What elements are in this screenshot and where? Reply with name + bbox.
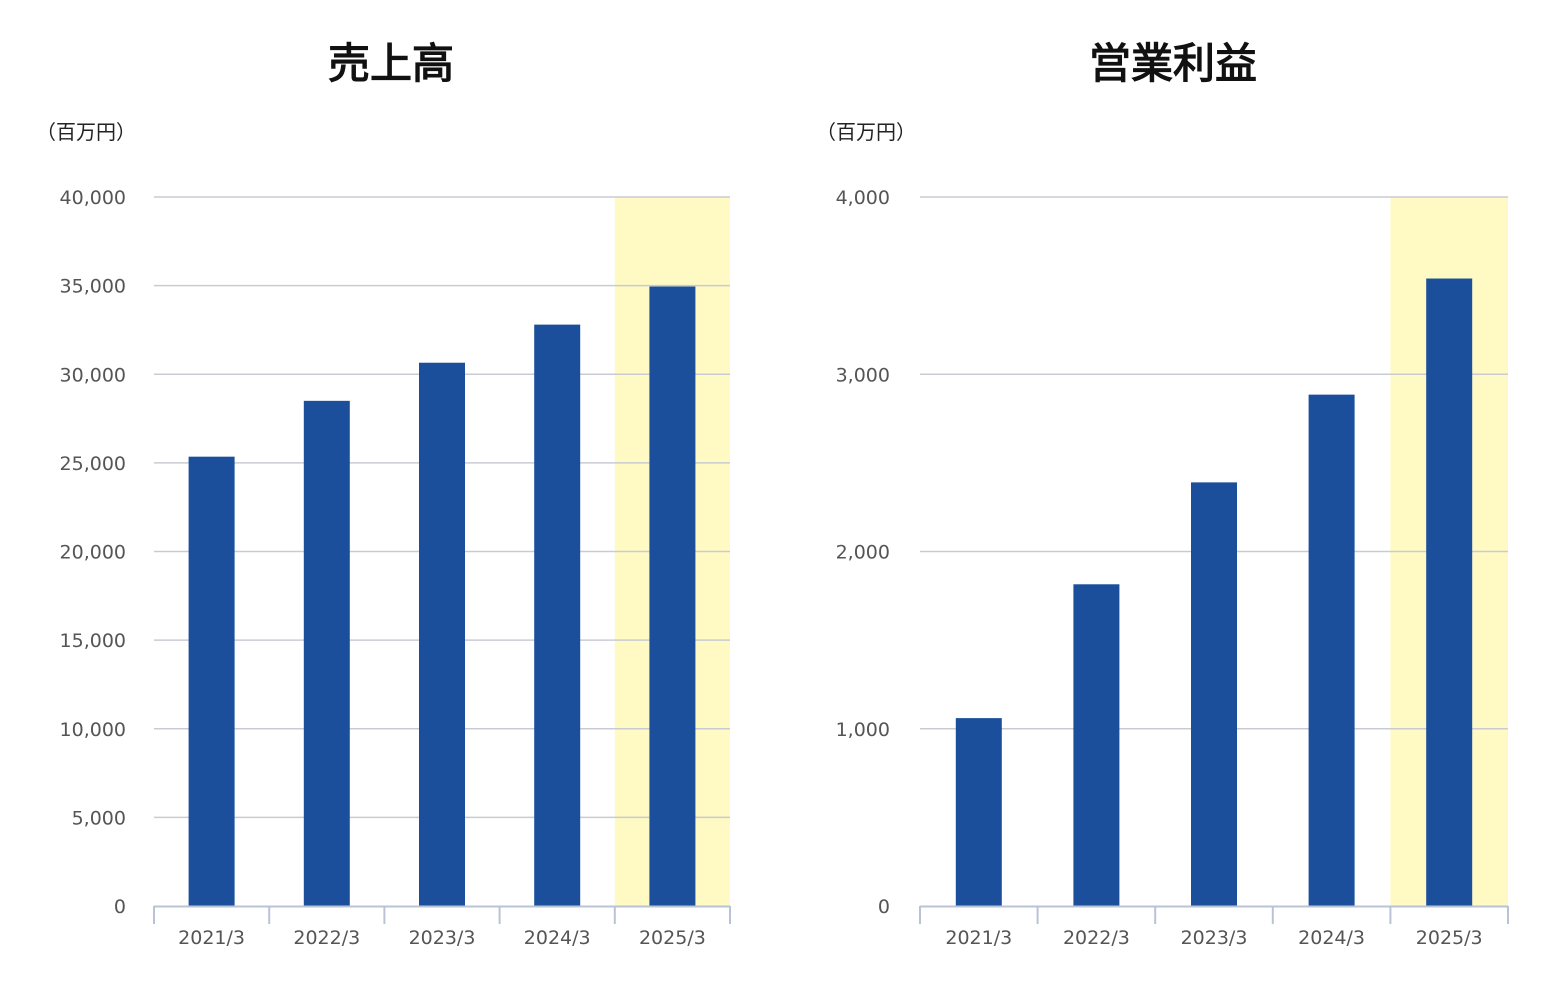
- sales-bar-chart: 0 5,000 10,000 15,000 20,000 25,000 30,000 35,0…: [60, 187, 731, 949]
- operating-profit-bar: [1191, 482, 1237, 906]
- operating-profit-bar-chart: 0 1,000 2,000 3,000 4,000 2021/3 2022/3 2023/3 2…: [836, 187, 1509, 949]
- operating-profit-x-tick-label: 2021/3: [945, 927, 1012, 949]
- sales-x-tick-label: 2024/3: [524, 927, 591, 949]
- sales-x-tick-label: 2023/3: [409, 927, 476, 949]
- operating-profit-unit-label: （百万円）: [816, 120, 916, 144]
- operating-profit-chart-panel: 営業利益 （百万円） 0 1,000 2,000 3,000 4,000 2021/3 20…: [782, 0, 1564, 990]
- sales-y-tick-label: 35,000: [60, 276, 126, 298]
- sales-x-tick-label: 2022/3: [293, 927, 360, 949]
- operating-profit-y-tick-label: 4,000: [836, 187, 890, 209]
- operating-profit-y-tick-label: 0: [878, 896, 890, 918]
- sales-x-tick-label: 2021/3: [178, 927, 245, 949]
- sales-unit-label: （百万円）: [36, 120, 136, 144]
- operating-profit-bar: [1073, 584, 1120, 906]
- sales-y-tick-label: 30,000: [60, 364, 126, 386]
- operating-profit-y-tick-label: 2,000: [836, 542, 890, 564]
- sales-chart-title: 売上高: [327, 39, 454, 88]
- operating-profit-x-tick-label: 2023/3: [1181, 927, 1248, 949]
- sales-chart-panel: 売上高 （百万円） 0 5,000 10,000 15,000 20,000 25,000…: [36, 39, 731, 949]
- sales-bar: [303, 400, 350, 906]
- operating-profit-x-tick-label: 2025/3: [1416, 927, 1483, 949]
- sales-x-tick-label: 2025/3: [639, 927, 706, 949]
- sales-bar: [188, 456, 235, 906]
- sales-y-tick-label: 10,000: [60, 719, 126, 741]
- sales-y-tick-label: 20,000: [60, 542, 126, 564]
- sales-y-tick-label: 40,000: [60, 187, 126, 209]
- sales-y-tick-label: 0: [114, 896, 126, 918]
- operating-profit-y-tick-label: 1,000: [836, 719, 890, 741]
- sales-bar: [534, 324, 581, 906]
- sales-y-tick-label: 25,000: [60, 453, 126, 475]
- operating-profit-x-tick-label: 2024/3: [1298, 927, 1365, 949]
- sales-bar: [419, 362, 465, 906]
- operating-profit-bar: [1308, 394, 1355, 906]
- operating-profit-x-tick-label: 2022/3: [1063, 927, 1130, 949]
- operating-profit-chart-title: 営業利益: [1088, 39, 1257, 88]
- operating-profit-bar: [1426, 278, 1473, 906]
- sales-y-tick-label: 5,000: [72, 807, 126, 829]
- sales-bar: [649, 286, 696, 907]
- sales-y-tick-label: 15,000: [60, 630, 126, 652]
- operating-profit-y-tick-label: 3,000: [836, 364, 890, 386]
- operating-profit-bar: [955, 718, 1002, 906]
